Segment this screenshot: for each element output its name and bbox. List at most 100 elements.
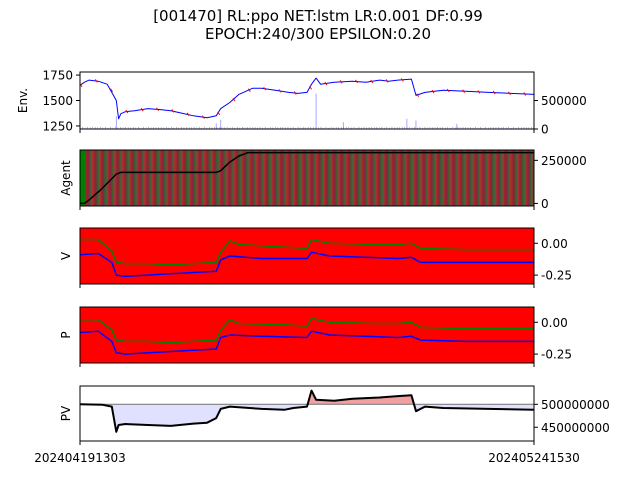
pv-fill-segment xyxy=(436,404,439,408)
action-stripe xyxy=(232,150,234,206)
action-stripe xyxy=(260,150,263,206)
action-stripe xyxy=(266,150,269,206)
action-stripe xyxy=(451,150,454,206)
pv-fill-segment xyxy=(450,404,453,409)
pv-fill-segment xyxy=(386,396,390,405)
figure-title-line1: [001470] RL:ppo NET:lstm LR:0.001 DF:0.9… xyxy=(153,7,483,25)
action-stripe xyxy=(281,150,284,206)
action-stripe xyxy=(396,150,399,206)
action-stripe xyxy=(292,150,294,206)
action-stripe xyxy=(435,150,437,206)
env-right-tick-label-0: 500000 xyxy=(541,94,587,108)
pv-fill-segment xyxy=(375,397,378,405)
price-marker xyxy=(309,86,312,90)
action-stripe xyxy=(230,150,233,206)
action-stripe xyxy=(398,150,400,206)
pv-fill-segment xyxy=(481,404,485,409)
action-stripe xyxy=(97,150,100,206)
action-stripe xyxy=(327,150,330,206)
price-marker xyxy=(247,88,251,92)
pv-fill-segment xyxy=(272,404,276,410)
env-left-tick-label-1: 1500 xyxy=(42,94,73,108)
action-stripe xyxy=(220,150,222,206)
action-stripe xyxy=(286,150,288,206)
price-marker xyxy=(370,79,374,84)
pv-fill-segment xyxy=(257,404,260,409)
action-stripe xyxy=(438,150,440,206)
action-stripe xyxy=(529,150,532,206)
action-stripe xyxy=(86,150,88,206)
action-stripe xyxy=(190,150,193,206)
pv-fill-segment xyxy=(479,404,483,409)
action-stripe xyxy=(105,150,107,206)
action-stripe xyxy=(268,150,270,206)
action-stripe xyxy=(338,150,340,206)
action-stripe xyxy=(419,150,421,206)
x-tick-end: 202405241530 xyxy=(488,451,580,465)
action-stripe xyxy=(416,150,418,206)
action-stripe xyxy=(226,150,228,206)
action-stripe xyxy=(371,150,373,206)
action-stripe xyxy=(430,150,433,206)
action-stripe xyxy=(490,150,493,206)
price-marker xyxy=(140,107,144,112)
pv-fill-segment xyxy=(461,404,464,409)
action-stripe xyxy=(135,150,137,206)
pv-fill-segment xyxy=(443,404,446,409)
pv-fill-segment xyxy=(529,404,533,410)
action-stripe xyxy=(517,150,520,206)
pv-fill-segment xyxy=(284,404,287,410)
action-stripe xyxy=(205,150,207,206)
action-stripe xyxy=(87,150,89,206)
action-stripe xyxy=(93,150,95,206)
pv-fill-segment xyxy=(209,404,212,421)
pv-fill-segment xyxy=(381,397,385,405)
pv-fill-segment xyxy=(334,400,337,405)
action-stripe xyxy=(427,150,430,206)
action-stripe xyxy=(221,150,224,206)
pv-fill-segment xyxy=(132,404,135,425)
pv-fill-segment xyxy=(232,404,235,407)
action-stripe xyxy=(486,150,488,206)
price-marker xyxy=(278,89,282,93)
action-stripe xyxy=(466,150,469,206)
action-stripe xyxy=(200,150,203,206)
action-stripe xyxy=(321,150,324,206)
pv-fill-segment xyxy=(447,404,451,409)
action-stripe xyxy=(477,150,479,206)
position-line xyxy=(80,151,534,205)
action-stripe xyxy=(103,150,106,206)
agent-ylabel: Agent xyxy=(59,160,73,196)
action-stripe xyxy=(454,150,457,206)
pv-fill-segment xyxy=(311,392,315,405)
action-stripe xyxy=(383,150,385,206)
pv-fill-segment xyxy=(118,404,122,425)
price-marker xyxy=(263,86,267,91)
pv-fill-segment xyxy=(420,404,424,409)
action-stripe xyxy=(257,150,260,206)
action-stripe xyxy=(147,150,149,206)
action-stripe xyxy=(489,150,491,206)
action-stripe xyxy=(130,150,133,206)
action-stripe xyxy=(199,150,201,206)
action-stripe xyxy=(457,150,460,206)
action-stripe xyxy=(150,150,152,206)
pv-fill-segment xyxy=(213,404,217,419)
action-stripe xyxy=(469,150,472,206)
action-stripe xyxy=(163,150,166,206)
action-stripe xyxy=(96,150,98,206)
action-stripe xyxy=(468,150,470,206)
action-stripe xyxy=(166,150,169,206)
pv-fill-segment xyxy=(150,404,153,426)
action-stripe xyxy=(254,150,257,206)
pv-fill-segment xyxy=(238,404,242,408)
action-stripe xyxy=(483,150,485,206)
price-marker xyxy=(186,112,190,117)
pv-fill-segment xyxy=(415,404,419,411)
action-stripe xyxy=(393,150,396,206)
action-stripe xyxy=(262,150,264,206)
price-marker xyxy=(339,80,343,84)
action-stripe xyxy=(516,150,518,206)
pv-fill-segment xyxy=(227,404,231,407)
action-stripe xyxy=(387,150,390,206)
